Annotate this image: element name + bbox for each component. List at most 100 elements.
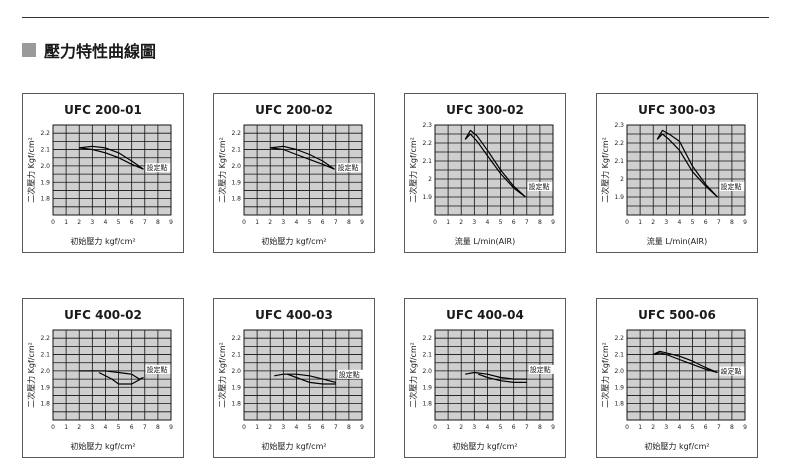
chart-card-ufc-300-02: UFC 300-02 0 1 2 3 4 5 6 7 8 9 1.9 2 2.1 2.2 2.3 設定點 流量 L… bbox=[404, 93, 566, 253]
x-tick-label: 7 bbox=[717, 424, 721, 431]
y-tick-label: 2.2 bbox=[231, 130, 241, 137]
x-tick-label: 9 bbox=[169, 424, 173, 431]
annotation-label: 設定點 bbox=[720, 182, 741, 191]
x-tick-label: 1 bbox=[255, 424, 259, 431]
x-tick-label: 3 bbox=[472, 424, 476, 431]
x-tick-label: 8 bbox=[347, 424, 351, 431]
x-tick-label: 0 bbox=[242, 424, 246, 431]
x-axis-label: 初始壓力 kgf/cm² bbox=[261, 236, 326, 246]
x-tick-label: 1 bbox=[64, 424, 68, 431]
chart-title: UFC 400-02 bbox=[64, 308, 142, 322]
annotation-box bbox=[337, 369, 363, 379]
series-line-1 bbox=[270, 145, 335, 170]
x-tick-label: 4 bbox=[104, 219, 108, 226]
x-tick-label: 9 bbox=[169, 219, 173, 226]
x-tick-label: 2 bbox=[77, 219, 81, 226]
x-tick-label: 1 bbox=[64, 219, 68, 226]
section-title: 壓力特性曲線圖 bbox=[44, 42, 157, 61]
y-tick-label: 2.1 bbox=[40, 147, 50, 154]
y-tick-label: 2.1 bbox=[614, 158, 624, 165]
x-tick-label: 9 bbox=[551, 424, 555, 431]
y-axis-label: 二次壓力 Kgf/cm² bbox=[600, 137, 610, 203]
series-line-2 bbox=[287, 373, 336, 385]
y-tick-label: 1.9 bbox=[40, 384, 50, 391]
chart-card-ufc-300-03: UFC 300-03 0 1 2 3 4 5 6 7 8 9 1.9 2 2.1 2.2 2.3 設定點 流量 L… bbox=[596, 93, 758, 253]
series-line-2 bbox=[79, 147, 144, 170]
x-tick-label: 0 bbox=[433, 424, 437, 431]
x-tick-label: 6 bbox=[512, 219, 516, 226]
chart-title: UFC 300-03 bbox=[638, 103, 716, 117]
annotation-box bbox=[527, 182, 553, 191]
x-tick-label: 5 bbox=[691, 219, 695, 226]
series-line-1 bbox=[464, 129, 526, 198]
x-tick-label: 9 bbox=[743, 424, 747, 431]
x-tick-label: 5 bbox=[499, 219, 503, 226]
x-tick-label: 7 bbox=[143, 219, 147, 226]
y-tick-label: 1.8 bbox=[40, 401, 50, 408]
x-tick-label: 8 bbox=[730, 424, 734, 431]
y-tick-label: 1.8 bbox=[422, 401, 432, 408]
y-tick-label: 2.2 bbox=[40, 130, 50, 137]
series-line-2 bbox=[464, 133, 526, 198]
y-tick-label: 2.0 bbox=[40, 368, 50, 375]
y-tick-label: 2.2 bbox=[231, 335, 241, 342]
series-line-2 bbox=[656, 133, 718, 198]
y-tick-label: 2.0 bbox=[614, 368, 624, 375]
x-tick-label: 7 bbox=[334, 424, 338, 431]
x-tick-label: 6 bbox=[130, 424, 134, 431]
x-tick-label: 1 bbox=[638, 424, 642, 431]
annotation-box bbox=[145, 364, 171, 374]
x-tick-label: 2 bbox=[459, 219, 463, 226]
x-tick-label: 2 bbox=[459, 424, 463, 431]
annotation-box bbox=[336, 163, 362, 173]
y-tick-label: 2.2 bbox=[40, 335, 50, 342]
x-tick-label: 5 bbox=[499, 424, 503, 431]
x-tick-label: 0 bbox=[242, 219, 246, 226]
x-tick-label: 9 bbox=[360, 219, 364, 226]
series-line-2 bbox=[98, 371, 144, 385]
x-tick-label: 2 bbox=[651, 219, 655, 226]
y-tick-label: 1.8 bbox=[231, 401, 241, 408]
annotation-box bbox=[528, 364, 554, 374]
x-tick-label: 8 bbox=[156, 424, 160, 431]
x-tick-label: 7 bbox=[525, 219, 529, 226]
series-line-1 bbox=[652, 350, 718, 374]
y-tick-label: 2.1 bbox=[231, 147, 241, 154]
y-tick-label: 2 bbox=[620, 176, 624, 183]
x-tick-label: 2 bbox=[651, 424, 655, 431]
x-tick-label: 0 bbox=[625, 219, 629, 226]
annotation-label: 設定點 bbox=[146, 365, 167, 374]
chart-card-ufc-200-02: UFC 200-02 0 1 2 3 4 5 6 7 8 9 1.8 1.9 2.0 2.1 2.2 設定點 初始… bbox=[213, 93, 375, 253]
series-line-1 bbox=[465, 371, 527, 380]
x-tick-label: 9 bbox=[743, 219, 747, 226]
x-tick-label: 6 bbox=[321, 219, 325, 226]
y-tick-label: 1.8 bbox=[614, 401, 624, 408]
annotation-label: 設定點 bbox=[530, 365, 551, 374]
x-tick-label: 4 bbox=[295, 424, 299, 431]
series-line-2 bbox=[478, 373, 527, 383]
chart-title: UFC 200-02 bbox=[255, 103, 333, 117]
chart-svg: UFC 200-02 0 1 2 3 4 5 6 7 8 9 1.8 1.9 2.0 2.1 2.2 設定點初始… bbox=[217, 103, 364, 246]
chart-card-ufc-200-01: UFC 200-01 0 1 2 3 4 5 6 7 8 9 1.8 1.9 2.0 2.1 2.2 設定點 初始… bbox=[22, 93, 184, 253]
y-axis-label: 二次壓力 Kgf/cm² bbox=[408, 342, 418, 408]
chart-card-ufc-500-06: UFC 500-06 0 1 2 3 4 5 6 7 8 9 1.8 1.9 2.0 2.1 2.2 設定點 初始… bbox=[596, 298, 758, 458]
chart-svg: UFC 400-04 0 1 2 3 4 5 6 7 8 9 1.8 1.9 2.0 2.1 2.2 設定點初始… bbox=[408, 308, 555, 451]
x-tick-label: 1 bbox=[446, 219, 450, 226]
x-tick-label: 7 bbox=[717, 219, 721, 226]
x-tick-label: 3 bbox=[472, 219, 476, 226]
chart-svg: UFC 500-06 0 1 2 3 4 5 6 7 8 9 1.8 1.9 2.0 2.1 2.2 設定點初始… bbox=[600, 308, 747, 451]
x-tick-label: 8 bbox=[347, 219, 351, 226]
x-axis-label: 初始壓力 kgf/cm² bbox=[452, 441, 517, 451]
x-tick-label: 1 bbox=[638, 219, 642, 226]
y-tick-label: 1.9 bbox=[231, 179, 241, 186]
x-tick-label: 6 bbox=[704, 219, 708, 226]
x-tick-label: 8 bbox=[538, 219, 542, 226]
y-tick-label: 2.2 bbox=[614, 140, 624, 147]
annotation-box bbox=[719, 182, 745, 191]
x-tick-label: 3 bbox=[90, 219, 94, 226]
y-tick-label: 1.9 bbox=[40, 179, 50, 186]
y-tick-label: 2.0 bbox=[231, 368, 241, 375]
chart-svg: UFC 200-01 0 1 2 3 4 5 6 7 8 9 1.8 1.9 2.0 2.1 2.2 設定點初始… bbox=[26, 103, 173, 246]
series-line-2 bbox=[653, 352, 718, 374]
